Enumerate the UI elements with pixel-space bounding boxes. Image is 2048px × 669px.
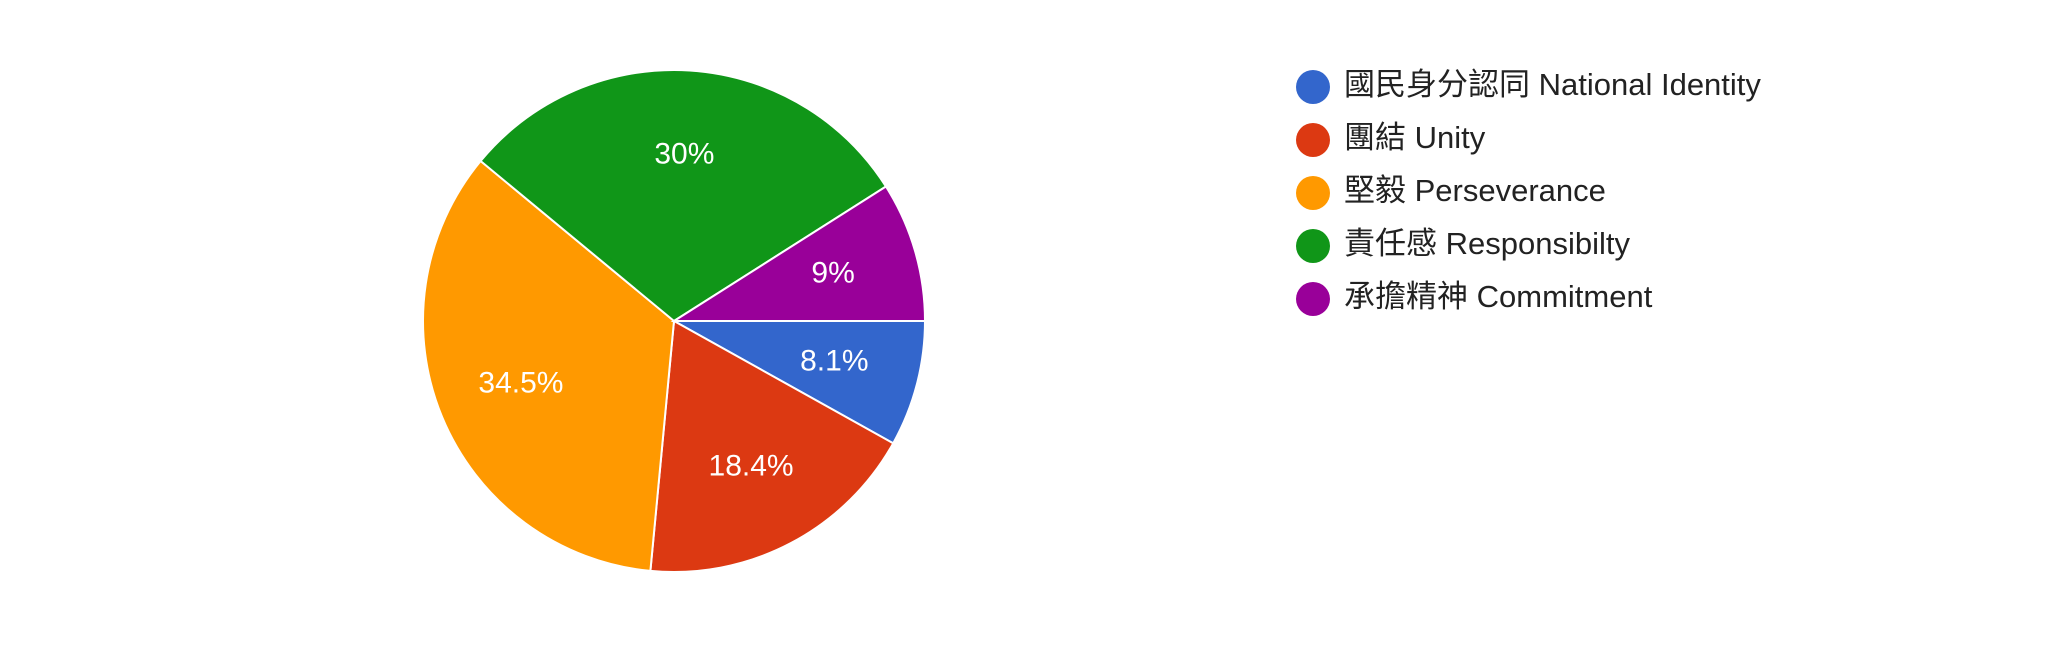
legend-label: 承擔精神 Commitment (1344, 279, 1653, 314)
pie-slice (670, 185, 927, 322)
pie-slice (670, 320, 927, 445)
legend-label: 國民身分認同 National Identity (1344, 67, 1761, 102)
legend-label: 團結 Unity (1344, 120, 1486, 155)
slice-label: 34.5% (478, 366, 563, 399)
pie-slice (479, 69, 888, 323)
legend-swatch (1296, 176, 1330, 210)
legend-swatch (1296, 229, 1330, 263)
slice-label: 30% (654, 138, 714, 171)
slice-label: 18.4% (709, 450, 794, 483)
legend-swatch (1296, 70, 1330, 104)
legend-label: 責任感 Responsibilty (1344, 226, 1630, 261)
slice-label: 9% (811, 257, 854, 290)
pie-slice (422, 159, 676, 572)
legend-label: 堅毅 Perseverance (1344, 173, 1606, 208)
legend-swatch (1296, 123, 1330, 157)
legend-swatch (1296, 282, 1330, 316)
pie-slice (649, 319, 895, 573)
slice-label: 8.1% (800, 345, 868, 378)
